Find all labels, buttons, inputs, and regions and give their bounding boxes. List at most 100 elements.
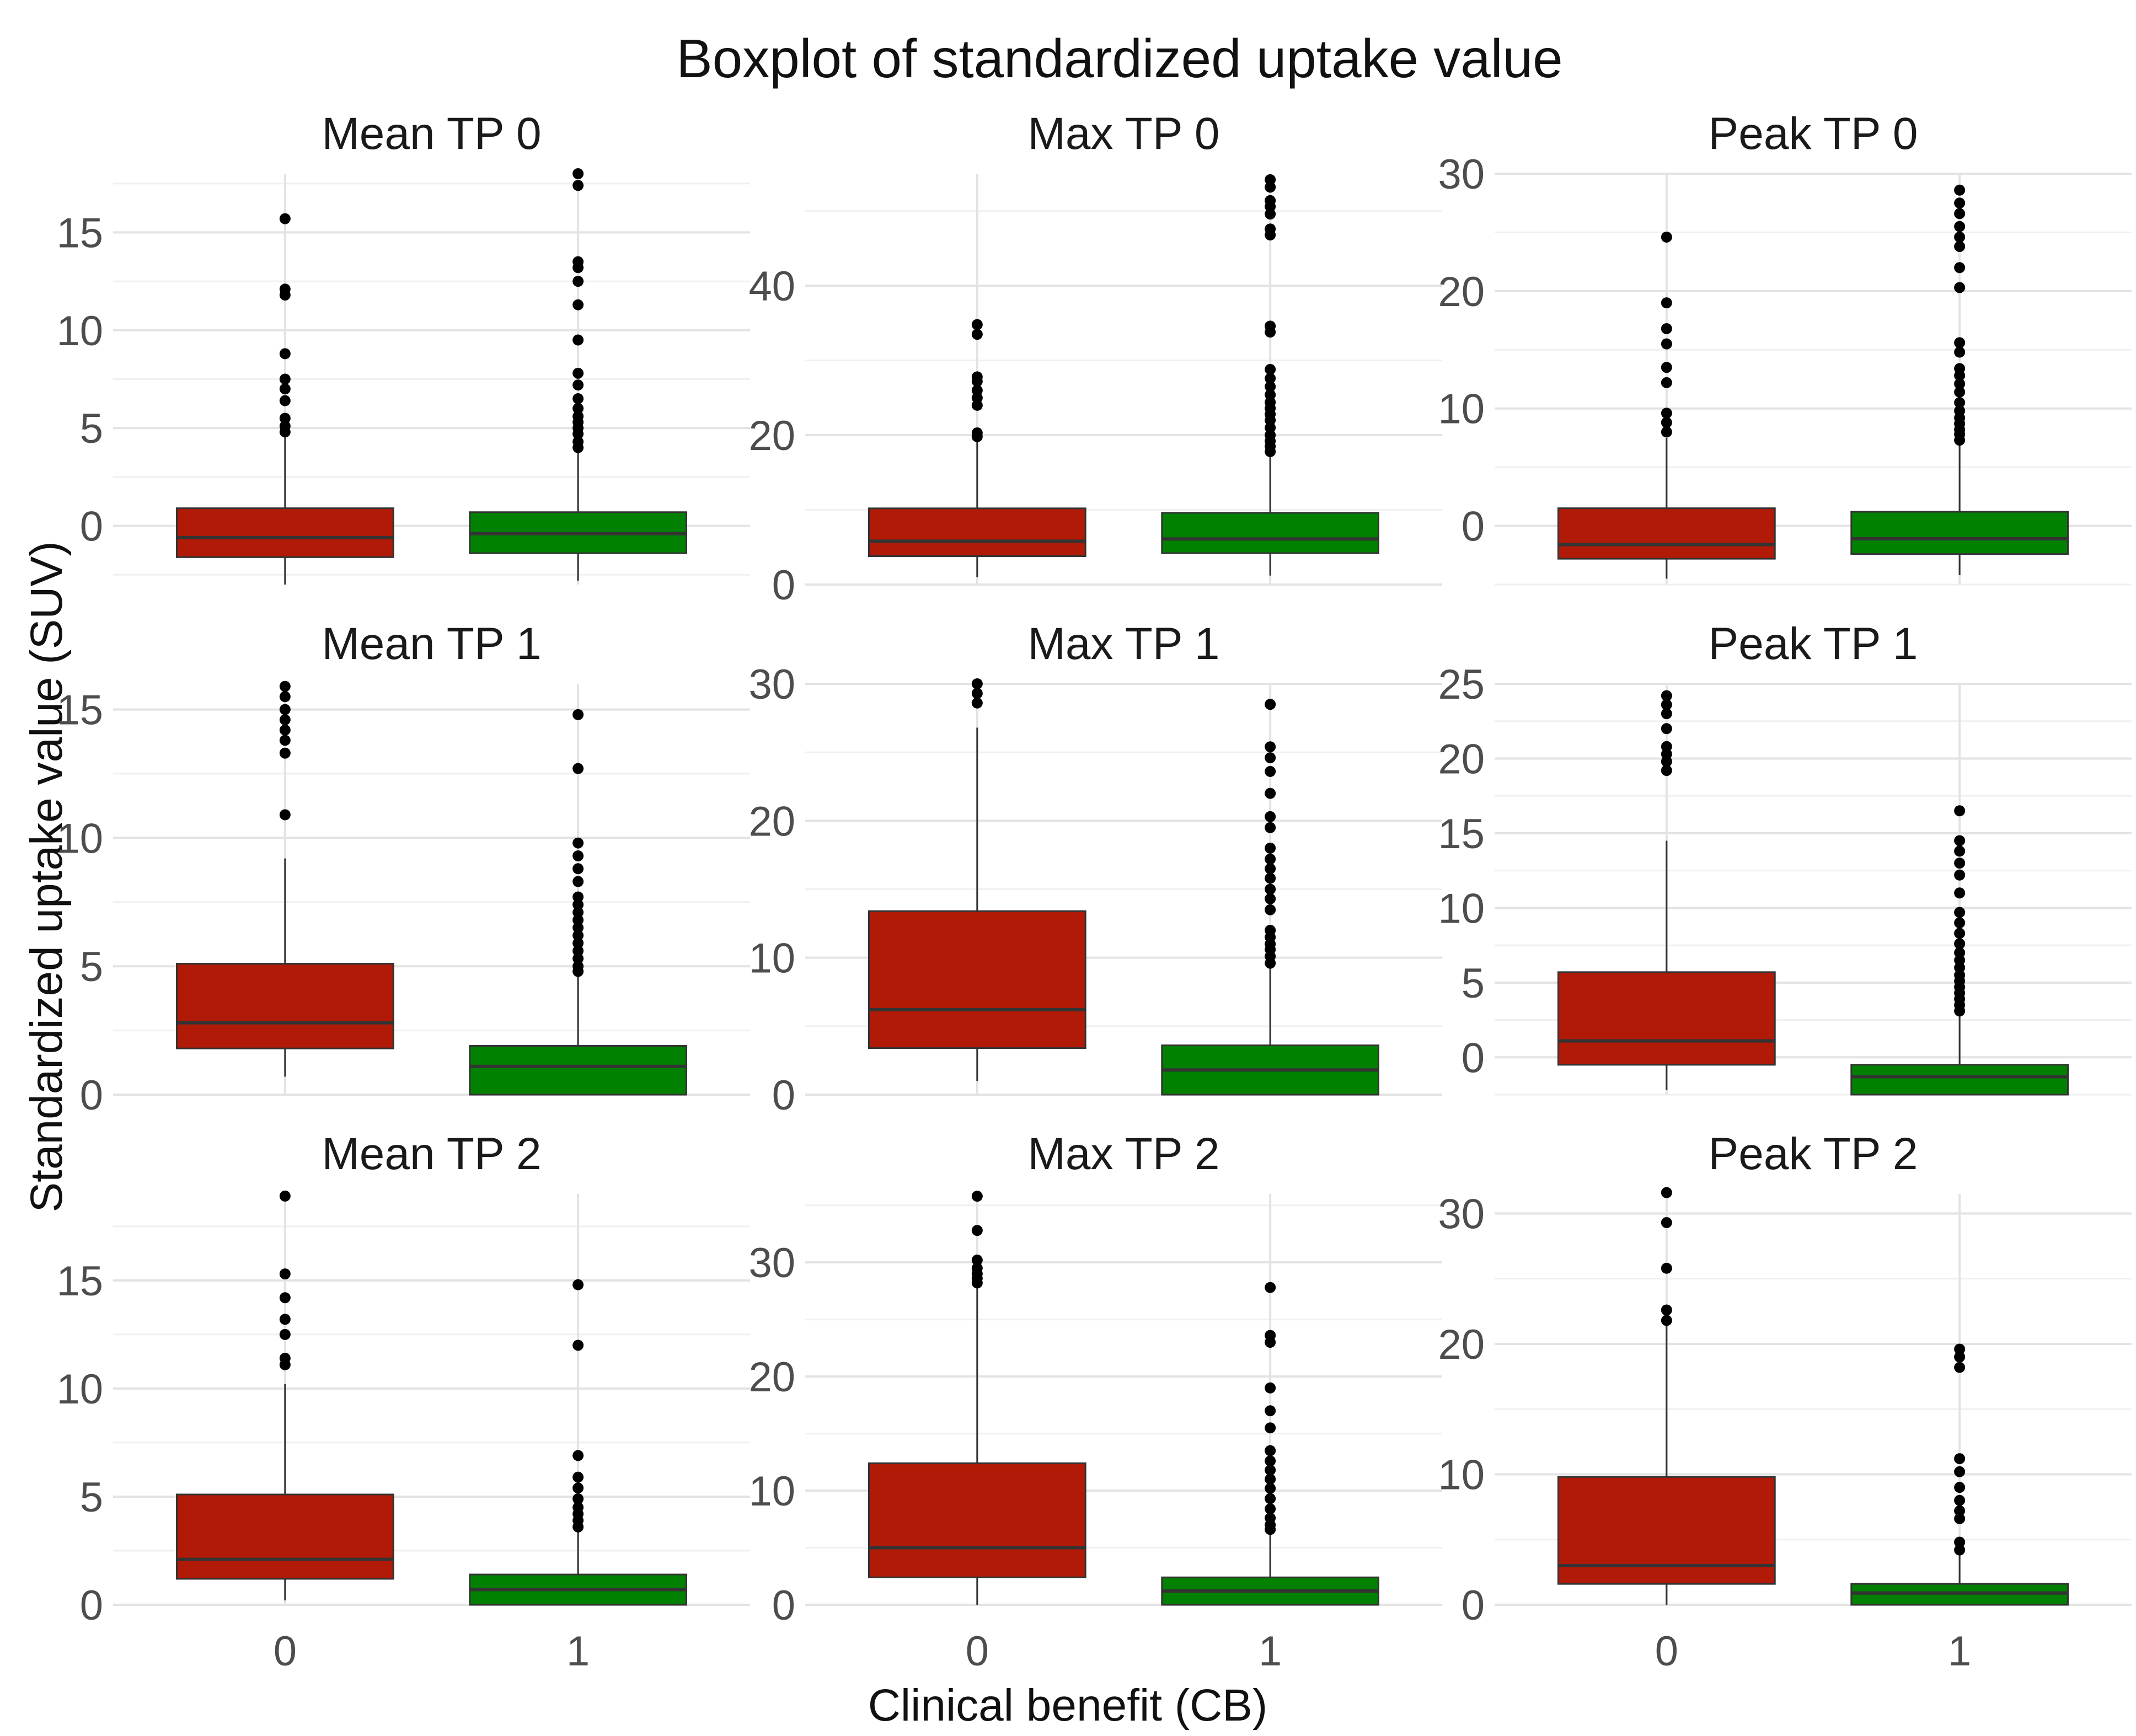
outlier-point [1661,362,1672,373]
outlier-point [1265,872,1276,884]
outlier-point [971,1255,983,1266]
outlier-point [971,688,983,699]
y-tick-label: 5 [80,405,103,452]
x-axis-title: Clinical benefit (CB) [868,1680,1268,1730]
box-group-1 [469,168,687,581]
facet-title: Peak TP 2 [1709,1129,1918,1179]
outlier-point [572,1482,584,1494]
outlier-point [572,436,584,448]
y-tick-label: 20 [1438,1321,1485,1368]
outlier-point [1265,863,1276,875]
outlier-point [572,961,584,972]
facet-title: Peak TP 0 [1709,109,1918,159]
outlier-point [279,1353,291,1364]
outlier-point [1265,1474,1276,1485]
x-tick-label: 1 [566,1628,590,1675]
outlier-point [1661,723,1672,735]
panel-max-tp-0: Max TP 0 0 20 40 [748,109,1442,609]
outlier-point [1265,752,1276,764]
box-group-1 [1161,1282,1380,1606]
outlier-point [572,763,584,774]
outlier-point [1265,1282,1276,1293]
outlier-point [1661,426,1672,438]
x-tick-label: 1 [1948,1628,1971,1675]
outlier-point [1661,297,1672,309]
outlier-point [572,709,584,720]
y-tick-label: 5 [80,944,103,990]
y-tick-label: 10 [56,1366,103,1413]
outlier-point [1265,925,1276,936]
y-tick-label: 0 [80,1072,103,1119]
outlier-point [572,899,584,910]
outlier-point [1661,417,1672,428]
outlier-point [1265,1445,1276,1456]
outlier-point [572,1339,584,1351]
iqr-box [176,963,394,1049]
facet-title: Peak TP 1 [1709,619,1918,669]
facet-title: Mean TP 1 [322,619,541,669]
outlier-point [572,953,584,965]
y-tick-label: 20 [748,798,795,845]
outlier-point [1265,853,1276,865]
panel-peak-tp-1: Peak TP 1 0 5 10 15 20 25 [1438,619,2132,1096]
outlier-point [1265,904,1276,915]
outlier-point [279,420,291,432]
outlier-point [572,168,584,179]
outlier-point [1954,405,1966,416]
outlier-point [279,747,291,759]
outlier-point [1954,240,1966,252]
outlier-point [1265,223,1276,235]
iqr-box [469,1045,687,1096]
iqr-box [1161,512,1380,554]
outlier-point [1954,1466,1966,1477]
outlier-point [1954,928,1966,939]
box-group-1 [1850,805,2069,1096]
outlier-point [1954,1351,1966,1363]
box-group-1 [469,1279,687,1606]
y-tick-label: 30 [1438,151,1485,198]
iqr-box [1557,971,1776,1066]
outlier-point [1954,938,1966,950]
outlier-point [279,1328,291,1340]
y-tick-label: 10 [748,1468,795,1515]
y-tick-label: 25 [1438,661,1485,708]
outlier-point [572,876,584,887]
facet-title: Max TP 1 [1028,619,1220,669]
outlier-point [1265,174,1276,185]
y-tick-label: 20 [1438,736,1485,783]
outlier-point [971,1262,983,1274]
box-group-0 [868,678,1086,1081]
outlier-point [279,735,291,746]
y-tick-label: 5 [1462,960,1485,1007]
panel-max-tp-2: Max TP 2 0 10 20 30 0 1 [748,1129,1442,1675]
outlier-point [1265,883,1276,895]
y-tick-label: 0 [80,1582,103,1629]
outlier-point [279,724,291,736]
outlier-point [279,412,291,424]
outlier-point [1954,907,1966,918]
outlier-point [1661,408,1672,419]
outlier-point [1265,381,1276,393]
outlier-point [971,678,983,689]
outlier-point [1661,377,1672,388]
outlier-point [572,410,584,422]
y-tick-label: 30 [1438,1191,1485,1237]
outlier-point [1265,893,1276,904]
chart-title: Boxplot of standardized uptake value [676,28,1562,89]
outlier-point [572,891,584,903]
y-tick-label: 10 [56,815,103,862]
outlier-point [1661,231,1672,243]
outlier-point [572,334,584,346]
x-tick-label: 0 [966,1628,989,1675]
x-tick-label: 1 [1259,1628,1282,1675]
y-tick-label: 30 [748,1240,795,1287]
box-group-1 [469,709,687,1096]
outlier-point [971,319,983,330]
outlier-point [1265,765,1276,777]
outlier-point [572,1450,584,1461]
outlier-point [279,691,291,703]
outlier-point [1954,208,1966,219]
panel-max-tp-1: Max TP 1 0 10 20 30 [748,619,1442,1119]
outlier-point [1954,1494,1966,1506]
